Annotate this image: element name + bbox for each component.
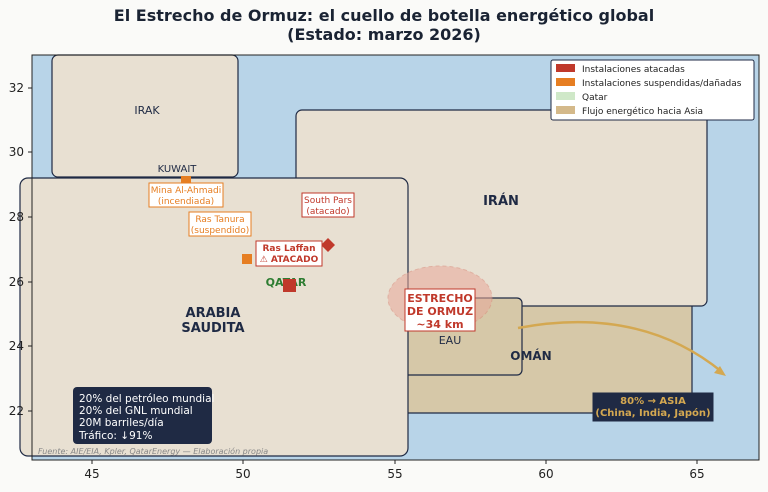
legend-label: Instalaciones suspendidas/dañadas — [582, 79, 742, 89]
x-axis: 45 50 55 60 65 — [84, 460, 705, 481]
x-tick-label: 45 — [84, 467, 99, 481]
y-tick-label: 22 — [9, 404, 24, 418]
annotation-text: DE ORMUZ — [407, 305, 473, 318]
stat-line: Tráfico: ↓91% — [78, 430, 152, 442]
annotation-text: Ras Tanura — [195, 215, 244, 225]
annotation-asia: 80% → ASIA (China, India, Japón) — [592, 392, 714, 422]
source-note: Fuente: AIE/EIA, Kpler, QatarEnergy — El… — [38, 446, 268, 456]
y-tick-label: 26 — [9, 275, 24, 289]
legend-label: Flujo energético hacia Asia — [582, 106, 703, 117]
annotation-text: Mina Al-Ahmadi — [151, 186, 221, 196]
annotation-text: 80% → ASIA — [620, 396, 686, 407]
marker-ras-laffan — [283, 279, 296, 292]
x-tick-label: 55 — [387, 467, 402, 481]
annotation-text: Ras Laffan — [262, 244, 315, 254]
country-label-saudi-2: SAUDITA — [181, 321, 244, 336]
annotation-mina-al-ahmadi: Mina Al-Ahmadi (incendiada) — [148, 182, 224, 208]
annotation-text: ⚠ ATACADO — [260, 255, 319, 265]
legend-swatch-qatar — [556, 92, 575, 100]
annotation-text: (suspendido) — [191, 226, 250, 236]
y-tick-label: 30 — [9, 145, 24, 159]
legend-swatch-flow — [556, 106, 575, 114]
x-tick-label: 50 — [235, 467, 250, 481]
annotation-ras-laffan: Ras Laffan ⚠ ATACADO — [255, 240, 323, 267]
annotation-text: (atacado) — [306, 207, 349, 217]
x-tick-label: 60 — [538, 467, 553, 481]
annotation-text: ESTRECHO — [407, 292, 473, 305]
title-line-2: (Estado: marzo 2026) — [287, 25, 481, 44]
country-label-iraq: IRAK — [134, 104, 160, 117]
y-tick-label: 32 — [9, 81, 24, 95]
chart-title: El Estrecho de Ormuz: el cuello de botel… — [0, 6, 768, 44]
country-label-saudi-1: ARABIA — [186, 306, 241, 321]
y-axis: 32 30 28 26 24 22 — [9, 81, 32, 418]
legend-swatch-attacked — [556, 64, 575, 72]
annotation-text: (China, India, Japón) — [595, 407, 710, 419]
annotation-ras-tanura: Ras Tanura (suspendido) — [188, 211, 252, 237]
title-line-1: El Estrecho de Ormuz: el cuello de botel… — [113, 6, 655, 25]
stats-box: 20% del petróleo mundial 20% del GNL mun… — [73, 387, 214, 444]
asia-flow-arrow — [517, 320, 723, 373]
legend: Instalaciones atacadas Instalaciones sus… — [550, 59, 755, 121]
legend-label: Instalaciones atacadas — [582, 65, 685, 75]
legend-label: Qatar — [582, 93, 608, 103]
country-label-kuwait: KUWAIT — [158, 164, 198, 175]
annotation-text: (incendiada) — [158, 197, 214, 207]
annotation-strait: ESTRECHO DE ORMUZ ~34 km — [404, 288, 476, 332]
stat-line: 20% del GNL mundial — [79, 405, 193, 417]
x-tick-label: 65 — [689, 467, 704, 481]
marker-mina-al-ahmadi — [181, 176, 191, 186]
y-tick-label: 24 — [9, 339, 24, 353]
stat-line: 20% del petróleo mundial — [79, 393, 214, 405]
legend-swatch-suspended — [556, 78, 575, 86]
annotation-text: South Pars — [304, 196, 352, 206]
country-label-iran: IRÁN — [483, 193, 519, 209]
annotation-text: ~34 km — [416, 318, 463, 331]
country-label-oman: OMÁN — [510, 348, 551, 363]
marker-south-pars — [321, 238, 335, 252]
country-label-uae: EAU — [439, 334, 462, 347]
marker-ras-tanura — [242, 254, 252, 264]
asia-flow-arrowhead — [714, 366, 726, 376]
stat-line: 20M barriles/día — [79, 417, 164, 429]
y-tick-label: 28 — [9, 210, 24, 224]
annotation-south-pars: South Pars (atacado) — [301, 192, 355, 218]
